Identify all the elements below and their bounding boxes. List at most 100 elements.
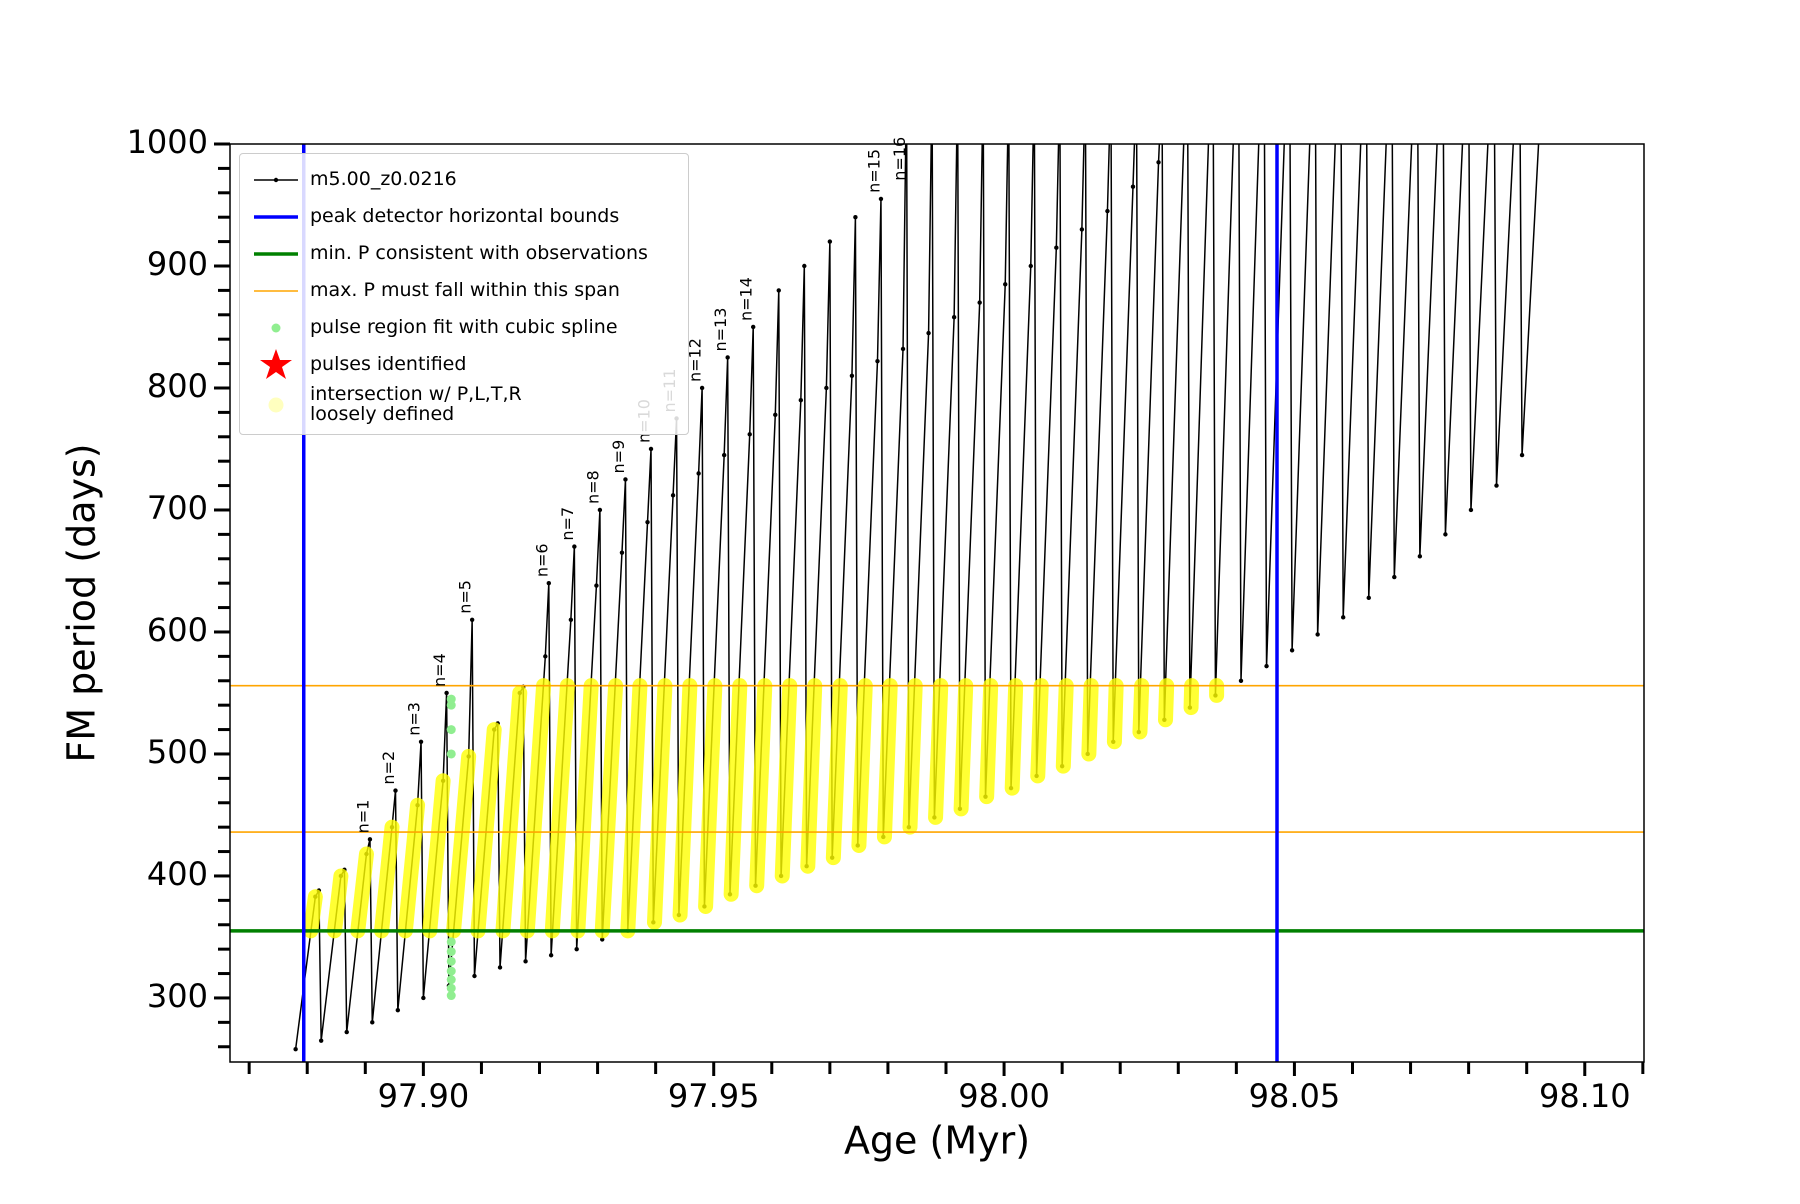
line-point — [827, 239, 833, 244]
line-point — [1028, 263, 1033, 269]
legend-label: intersection w/ P,L,T,R loosely defined — [310, 383, 522, 425]
legend-symbol — [268, 397, 284, 413]
line-point — [721, 452, 727, 458]
line-point — [1079, 227, 1085, 232]
spline-point — [446, 966, 456, 976]
legend-glyph — [273, 177, 279, 183]
y-tick-label: 400 — [147, 855, 208, 893]
pulse-number: n=16 — [890, 137, 909, 181]
line-point — [725, 355, 730, 360]
line-point — [418, 739, 424, 744]
line-point — [1463, 81, 1467, 85]
y-tick-label: 1000 — [127, 123, 208, 161]
line-point — [1514, 81, 1518, 85]
legend-label: pulse region fit with cubic spline — [310, 316, 618, 339]
legend-symbol — [260, 349, 292, 379]
x-tick-label: 97.90 — [378, 1077, 470, 1115]
line-point — [849, 373, 855, 378]
spline-point — [446, 694, 456, 704]
line-point — [853, 214, 858, 220]
line-point — [1443, 532, 1448, 537]
line-point — [1160, 81, 1164, 85]
line-point — [696, 471, 701, 476]
x-tick-label: 98.00 — [958, 1077, 1050, 1115]
line-point — [597, 507, 603, 513]
line-point — [1392, 574, 1397, 580]
line-point — [1130, 184, 1136, 189]
line-point — [875, 358, 880, 364]
line-point — [1540, 81, 1544, 85]
line-point — [1315, 632, 1320, 637]
line-point — [1437, 81, 1441, 85]
legend-label: min. P consistent with observations — [310, 242, 648, 265]
pulse-number: n=14 — [737, 277, 756, 321]
y-axis-label: FM period (days) — [60, 443, 104, 762]
line-point — [548, 953, 554, 958]
pulse-number: n=3 — [405, 702, 424, 736]
pulse-number: n=2 — [379, 751, 398, 785]
line-point — [1492, 69, 1496, 73]
pulse-number: n=6 — [532, 543, 551, 577]
plot-area — [230, 69, 1644, 1062]
spline-point — [446, 956, 456, 966]
line-point — [600, 937, 605, 942]
line-point — [1386, 81, 1390, 85]
line-point — [370, 1020, 375, 1025]
legend-glyph — [268, 397, 284, 413]
line-point — [648, 446, 654, 452]
legend-symbol — [254, 252, 298, 256]
pulse-number: n=9 — [609, 440, 628, 474]
line-point — [1233, 81, 1237, 85]
line-point — [900, 346, 906, 352]
line-point — [1054, 245, 1059, 250]
y-tick-label: 500 — [147, 733, 208, 771]
line-point — [1415, 69, 1419, 73]
line-point — [421, 995, 426, 1001]
line-point — [699, 385, 705, 391]
axes-frame — [229, 143, 1645, 1063]
y-tick-label: 600 — [147, 611, 208, 649]
line-point — [574, 946, 579, 952]
loose-intersection — [303, 678, 1225, 939]
line-point — [344, 1029, 349, 1035]
legend-label: peak detector horizontal bounds — [310, 205, 620, 228]
y-tick-label: 800 — [147, 367, 208, 405]
line-point — [1207, 105, 1211, 109]
pulse-number: n=12 — [686, 338, 705, 382]
line-point — [572, 544, 577, 549]
line-point — [1238, 678, 1244, 683]
legend-entry: max. P must fall within this span — [248, 274, 680, 308]
x-tick-label: 97.95 — [668, 1077, 760, 1115]
line-point — [951, 315, 957, 320]
line-point — [1494, 483, 1499, 488]
line-point — [367, 837, 373, 842]
line-point — [1182, 130, 1186, 134]
line-point — [824, 385, 829, 391]
line-point — [1543, 69, 1547, 73]
line-point — [472, 973, 477, 979]
line-point — [1134, 81, 1138, 85]
line-point — [1105, 208, 1110, 214]
line-point — [1366, 595, 1371, 601]
line-point — [293, 1046, 298, 1052]
line-point — [977, 300, 982, 305]
line-point — [1259, 81, 1263, 85]
line-point — [318, 1038, 324, 1043]
line-point — [1289, 648, 1295, 653]
line-point — [1468, 507, 1474, 513]
legend-label: max. P must fall within this span — [310, 279, 620, 302]
line-point — [1364, 69, 1368, 73]
line-point — [1007, 81, 1011, 85]
line-point — [1185, 81, 1189, 85]
legend-entry: m5.00_z0.0216 — [248, 163, 680, 197]
line-point — [1284, 81, 1288, 85]
pulse-number: n=7 — [558, 507, 577, 541]
spline-point — [446, 749, 456, 759]
x-axis-label: Age (Myr) — [844, 1119, 1030, 1163]
x-tick-label: 98.10 — [1539, 1077, 1631, 1115]
spline-point — [446, 975, 456, 985]
line-point — [802, 263, 807, 269]
legend-symbol — [254, 290, 298, 292]
line-point — [619, 550, 625, 555]
